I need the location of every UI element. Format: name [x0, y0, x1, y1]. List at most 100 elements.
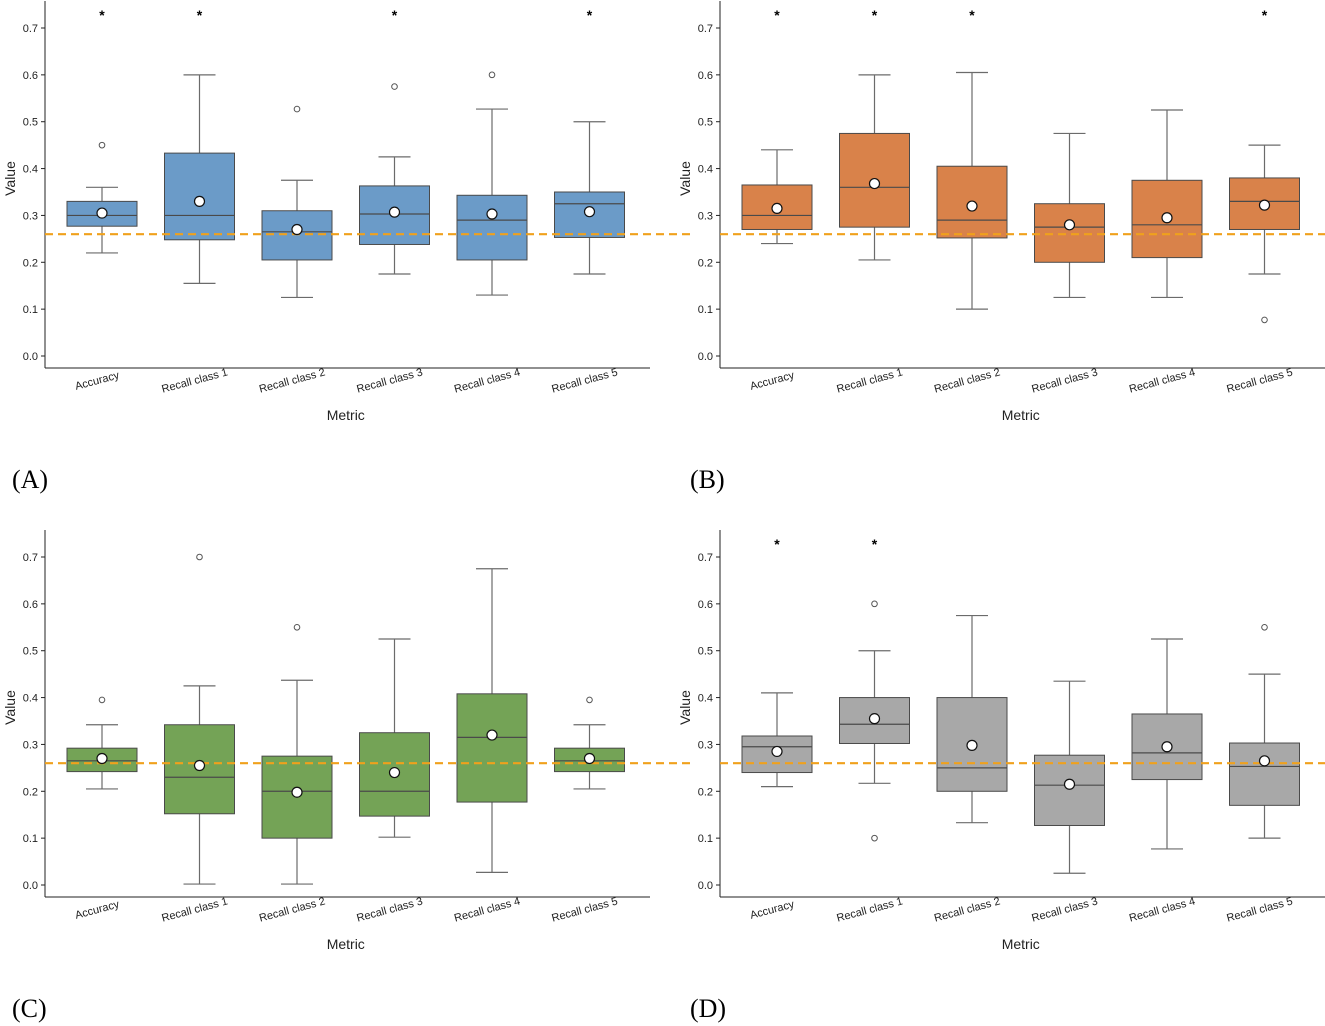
mean-marker [291, 223, 303, 236]
x-axis-title: Metric [1002, 936, 1040, 952]
box-group: Recall class 3 [1030, 132, 1105, 396]
x-tick-label: Accuracy [74, 369, 121, 392]
outlier-point [871, 600, 878, 608]
y-tick-label: 0.5 [698, 646, 713, 658]
box-group: * Accuracy [66, 7, 138, 393]
y-tick-label: 0.3 [698, 210, 713, 222]
panel-d: (D) 0.0 0.1 0.2 0.3 0.4 0.5 0.6 0.7 Value Metric * A… [677, 530, 1325, 1023]
x-tick-label: Recall class 5 [550, 896, 619, 925]
mean-marker [96, 207, 108, 219]
y-axis-title: Value [2, 690, 18, 725]
x-tick-label: Recall class 1 [835, 367, 904, 396]
panel-label: (A) [12, 465, 48, 494]
y-tick-label: 0.4 [698, 164, 713, 176]
y-tick-label: 0.0 [698, 880, 713, 892]
y-tick-label: 0.3 [23, 739, 38, 751]
box [456, 194, 528, 261]
mean-marker [1161, 212, 1173, 224]
box-group: Recall class 4 [1128, 638, 1203, 925]
box [1034, 203, 1105, 263]
y-tick-label: 0.0 [23, 880, 38, 892]
panel-c: (C) 0.0 0.1 0.2 0.3 0.4 0.5 0.6 0.7 Value Metric Ac… [2, 530, 690, 1023]
box-group: Recall class 1 [160, 553, 235, 925]
x-axis-title: Metric [1002, 407, 1040, 423]
box-group: Recall class 2 [933, 614, 1008, 925]
y-tick-label: 0.1 [698, 304, 713, 316]
y-tick-label: 0.4 [23, 693, 38, 705]
y-tick-label: 0.6 [698, 599, 713, 611]
y-tick-label: 0.3 [23, 210, 38, 222]
mean-marker [1161, 741, 1173, 753]
box-group: * Recall class 1 [835, 7, 910, 396]
mean-marker [486, 729, 498, 741]
y-tick-label: 0.7 [698, 552, 713, 564]
box-group: * Accuracy [741, 536, 813, 922]
box-group: * Recall class 3 [355, 7, 430, 396]
significance-star: * [969, 7, 975, 23]
outlier-point [1261, 316, 1268, 324]
box-group: Recall class 2 [258, 623, 333, 925]
significance-star: * [872, 7, 878, 23]
x-tick-label: Recall class 2 [933, 896, 1002, 925]
y-tick-label: 0.2 [698, 257, 713, 269]
y-tick-label: 0.1 [23, 833, 38, 845]
y-tick-label: 0.6 [698, 70, 713, 82]
x-tick-label: Recall class 5 [1225, 367, 1294, 396]
box-group: Recall class 5 [550, 696, 625, 925]
y-tick-label: 0.3 [698, 739, 713, 751]
panel-label: (C) [12, 994, 47, 1023]
y-tick-label: 0.2 [23, 786, 38, 798]
significance-star: * [197, 7, 203, 23]
y-tick-label: 0.1 [23, 304, 38, 316]
y-tick-label: 0.4 [23, 164, 38, 176]
box-group: Recall class 4 [453, 568, 528, 925]
box [1034, 754, 1105, 826]
mean-marker [193, 759, 206, 772]
x-tick-label: Recall class 1 [160, 896, 229, 925]
mean-marker [868, 177, 881, 190]
mean-marker [868, 713, 881, 725]
y-axis-title: Value [677, 690, 693, 725]
mean-marker [1063, 219, 1076, 231]
y-tick-label: 0.5 [698, 117, 713, 129]
y-tick-label: 0.7 [23, 23, 38, 35]
y-tick-label: 0.6 [23, 70, 38, 82]
x-tick-label: Recall class 5 [550, 367, 619, 396]
mean-marker [966, 200, 978, 212]
x-tick-label: Recall class 2 [933, 367, 1002, 396]
mean-marker [193, 195, 206, 207]
x-tick-label: Recall class 4 [1128, 367, 1197, 396]
outlier-point [196, 553, 203, 561]
mean-marker [583, 206, 596, 218]
outlier-point [293, 105, 301, 113]
mean-marker [966, 739, 978, 751]
x-tick-label: Recall class 4 [453, 367, 522, 396]
y-tick-label: 0.7 [698, 23, 713, 35]
outlier-point [98, 696, 106, 704]
x-tick-label: Recall class 1 [835, 896, 904, 925]
significance-star: * [99, 7, 105, 23]
x-tick-label: Recall class 5 [1225, 896, 1294, 925]
panel-b: (B) 0.0 0.1 0.2 0.3 0.4 0.5 0.6 0.7 Value Metric * A… [677, 1, 1325, 494]
mean-marker [771, 745, 783, 758]
panel-label: (B) [690, 465, 725, 494]
x-tick-label: Recall class 4 [453, 896, 522, 925]
outlier-point [1261, 623, 1268, 631]
x-axis-title: Metric [327, 407, 365, 423]
box [1229, 742, 1300, 806]
mean-marker [583, 752, 596, 765]
outlier-point [871, 834, 878, 842]
mean-marker [1063, 778, 1076, 790]
y-tick-label: 0.0 [23, 351, 38, 363]
box-group: Accuracy [66, 696, 138, 922]
mean-marker [388, 766, 401, 779]
box-group: Recall class 5 [1225, 623, 1300, 925]
x-tick-label: Accuracy [749, 369, 796, 392]
x-tick-label: Accuracy [74, 898, 121, 921]
box-group: Recall class 4 [1128, 109, 1203, 396]
outlier-point [586, 696, 593, 704]
outlier-point [293, 623, 301, 631]
box-group: * Recall class 1 [835, 536, 910, 925]
significance-star: * [392, 7, 398, 23]
